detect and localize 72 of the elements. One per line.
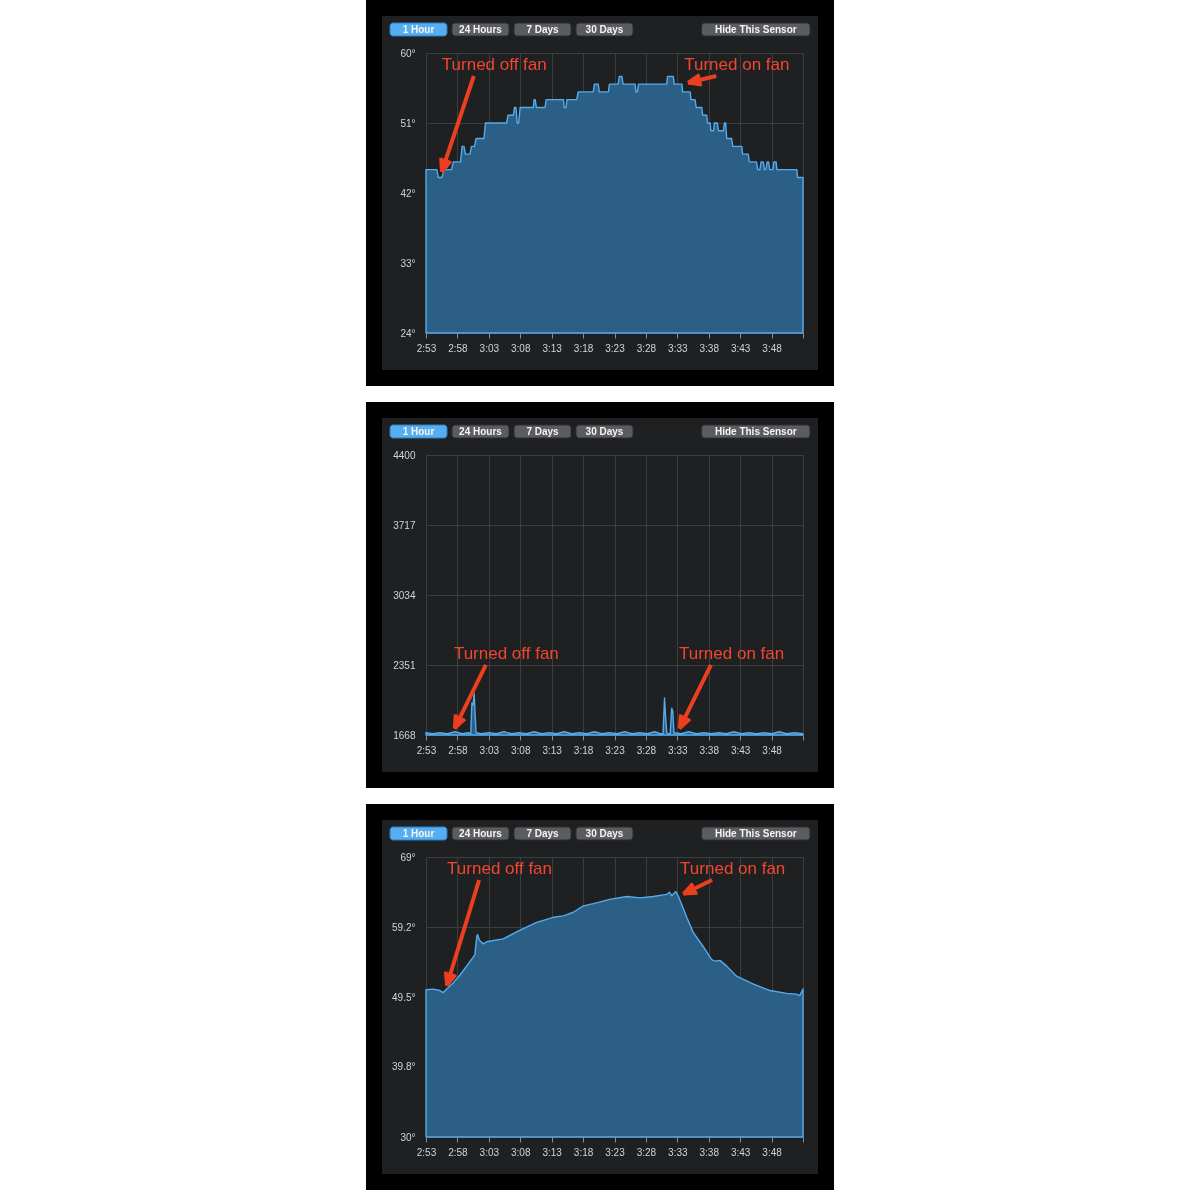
text: Hide This Sensor <box>714 24 797 35</box>
y-tick-label: 4400 <box>393 449 416 461</box>
x-tick-label: 2:53 <box>416 342 437 354</box>
text: 24 Hours <box>459 426 503 437</box>
x-tick-label: 3:48 <box>762 1146 783 1158</box>
x-tick-label: 3:08 <box>511 1146 531 1158</box>
text: 30 Days <box>585 426 624 437</box>
x-tick-label: 3:03 <box>479 342 500 354</box>
annotation: Turned on fan <box>678 643 785 663</box>
x-tick-label: 2:53 <box>416 744 437 756</box>
text: Hide This Sensor <box>714 828 797 839</box>
x-tick-label: 3:43 <box>730 744 751 756</box>
x-tick-label: 3:03 <box>479 1146 500 1158</box>
y-tick-label: 60° <box>400 47 416 59</box>
x-tick-label: 2:58 <box>448 342 469 354</box>
x-tick-label: 3:23 <box>605 342 626 354</box>
x-tick-label: 3:33 <box>668 1146 689 1158</box>
x-tick-label: 3:08 <box>511 744 531 756</box>
x-tick-label: 3:23 <box>605 1146 626 1158</box>
text: 7 Days <box>526 24 560 35</box>
x-tick-label: 3:13 <box>542 1146 563 1158</box>
text: 7 Days <box>526 828 560 839</box>
x-tick-label: 3:13 <box>542 342 563 354</box>
text: 30 Days <box>585 24 624 35</box>
text: 30 Days <box>585 828 624 839</box>
text: 7 Days <box>526 426 560 437</box>
y-tick-label: 2351 <box>393 659 416 671</box>
x-tick-label: 2:58 <box>448 1146 469 1158</box>
x-tick-label: 3:28 <box>636 744 657 756</box>
text: 24 Hours <box>459 24 503 35</box>
x-tick-label: 3:18 <box>573 342 594 354</box>
y-tick-label: 3034 <box>393 589 416 601</box>
x-tick-label: 3:03 <box>479 744 500 756</box>
annotation: Turned on fan <box>684 55 790 74</box>
y-tick-label: 39.8° <box>392 1061 416 1073</box>
x-tick-label: 2:58 <box>448 744 469 756</box>
x-tick-label: 3:48 <box>762 342 783 354</box>
annotation: Turned on fan <box>680 859 786 878</box>
y-tick-label: 1668 <box>393 729 416 741</box>
y-tick-label: 33° <box>400 257 416 269</box>
y-tick-label: 42° <box>400 187 416 199</box>
y-tick-label: 30° <box>400 1131 416 1143</box>
text: 1 Hour <box>402 426 435 437</box>
y-tick-label: 24° <box>400 327 416 339</box>
x-tick-label: 2:53 <box>416 1146 437 1158</box>
x-tick-label: 3:28 <box>636 342 657 354</box>
text: Hide This Sensor <box>714 426 797 437</box>
x-tick-label: 3:18 <box>573 744 594 756</box>
annotation: Turned off fan <box>447 859 553 878</box>
x-tick-label: 3:23 <box>605 744 626 756</box>
y-tick-label: 49.5° <box>392 991 416 1003</box>
text: 24 Hours <box>459 828 503 839</box>
y-tick-label: 3717 <box>393 519 416 531</box>
annotation: Turned off fan <box>441 55 547 74</box>
y-tick-label: 69° <box>400 851 416 863</box>
text: 1 Hour <box>402 24 435 35</box>
y-tick-label: 51° <box>400 117 416 129</box>
x-tick-label: 3:33 <box>668 342 689 354</box>
x-tick-label: 3:38 <box>699 744 720 756</box>
x-tick-label: 3:13 <box>542 744 563 756</box>
annotation: Turned off fan <box>453 643 559 663</box>
x-tick-label: 3:43 <box>730 1146 751 1158</box>
x-tick-label: 3:18 <box>573 1146 594 1158</box>
x-tick-label: 3:38 <box>699 342 720 354</box>
x-tick-label: 3:48 <box>762 744 783 756</box>
x-tick-label: 3:43 <box>730 342 751 354</box>
x-tick-label: 3:33 <box>668 744 689 756</box>
x-tick-label: 3:08 <box>511 342 531 354</box>
x-tick-label: 3:28 <box>636 1146 657 1158</box>
y-tick-label: 59.2° <box>392 921 416 933</box>
text: 1 Hour <box>402 828 435 839</box>
x-tick-label: 3:38 <box>699 1146 720 1158</box>
